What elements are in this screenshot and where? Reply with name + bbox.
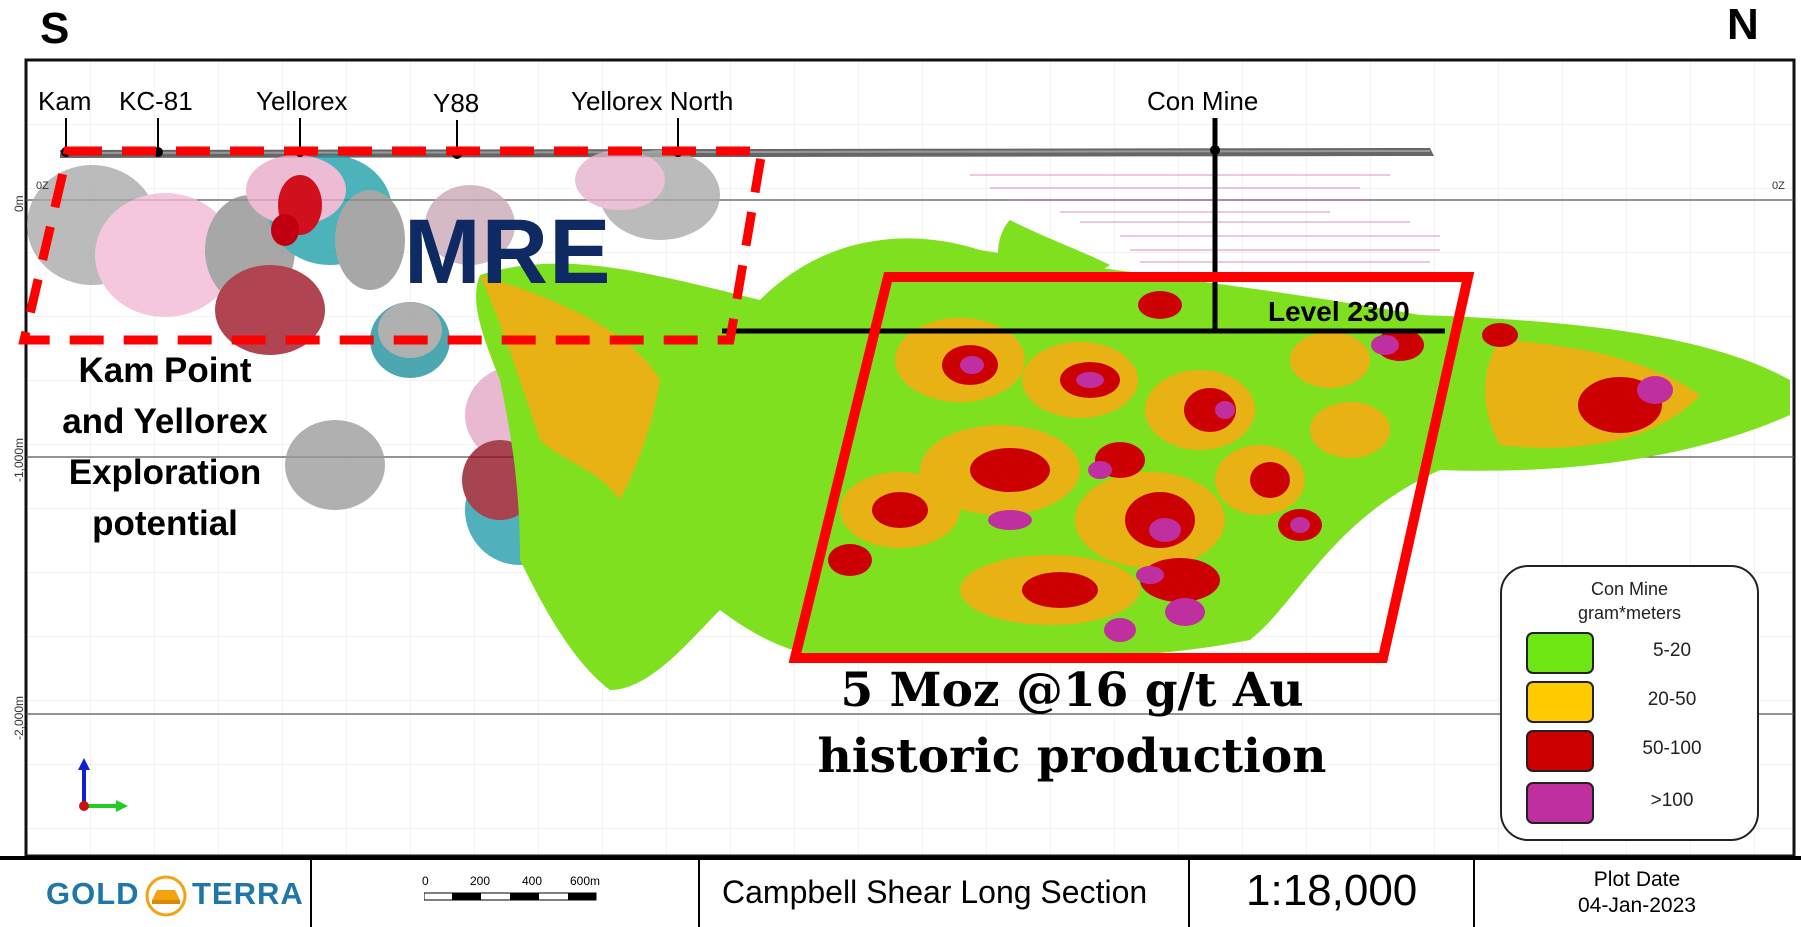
scale-bar: 0 200 400 600m	[418, 874, 618, 914]
logo-text-gold: GOLD	[46, 876, 140, 911]
legend-swatch-5-20	[1526, 632, 1594, 674]
scale-bar-tick-400: 400	[522, 874, 543, 888]
exploration-line-3: Exploration	[68, 453, 262, 492]
compass-north: N	[1727, 0, 1759, 49]
mine-label-yellorex: Yellorex	[256, 86, 348, 116]
legend-swatch-20-50	[1526, 681, 1594, 723]
map-scale: 1:18,000	[1246, 866, 1418, 915]
compass-south: S	[40, 4, 70, 53]
mine-label-y88: Y88	[433, 88, 480, 118]
legend-label-5-20: 5-20	[1652, 640, 1692, 661]
grade-zones	[828, 291, 1424, 642]
scale-bar-tick-200: 200	[470, 874, 491, 888]
level-2300-label: Level 2300	[1268, 296, 1410, 327]
exploration-potential-label: Kam Point and Yellorex Exploration poten…	[30, 345, 300, 549]
scale-bar-tick-0: 0	[422, 874, 429, 888]
elevation-tick-0m: 0m	[12, 195, 26, 212]
section-title: Campbell Shear Long Section	[722, 874, 1148, 910]
oz-marker-right: 0Z	[1772, 180, 1785, 192]
legend-swatch-over-100	[1526, 782, 1594, 824]
mine-label-yellorex-north: Yellorex North	[571, 86, 734, 116]
exploration-line-1: Kam Point	[78, 351, 252, 390]
con-production-outline	[788, 272, 1475, 663]
mre-outline	[18, 146, 768, 345]
legend-title-line-1: Con Mine	[1590, 579, 1669, 599]
logo-text-terra: TERRA	[192, 876, 304, 911]
legend-title-line-2: gram*meters	[1577, 603, 1682, 623]
plot-date-label: Plot Date	[1593, 868, 1681, 891]
exploration-line-4: potential	[92, 504, 238, 543]
legend-label-50-100: 50-100	[1642, 738, 1702, 759]
exploration-line-2: and Yellorex	[62, 402, 268, 441]
mine-label-kc81: KC-81	[119, 86, 193, 116]
historic-production-label: 5 Moz @16 g/t Au historic production	[752, 658, 1392, 790]
scale-bar-graphic	[424, 892, 597, 901]
grade-legend: Con Mine gram*meters 5-20 20-50 50-100 >…	[1500, 565, 1759, 841]
legend-label-over-100: >100	[1650, 790, 1694, 811]
orientation-triad	[78, 758, 128, 812]
legend-title: Con Mine gram*meters	[1502, 577, 1757, 625]
plot-date-block: Plot Date 04-Jan-2023	[1527, 867, 1747, 919]
production-line-2: historic production	[817, 729, 1327, 784]
mine-label-con-mine: Con Mine	[1147, 86, 1259, 116]
legend-label-20-50: 20-50	[1647, 689, 1697, 710]
elevation-tick-1000m: -1,000m	[12, 437, 26, 482]
oz-marker-left: 0Z	[36, 180, 49, 192]
mre-label: MRE	[404, 201, 612, 303]
title-block: GOLD TERRA 0 200 400 600m Campbell Shear…	[0, 856, 1801, 927]
scale-bar-tick-600m: 600m	[570, 874, 601, 888]
production-line-1: 5 Moz @16 g/t Au	[840, 663, 1304, 718]
elevation-tick-2000m: -2,000m	[12, 695, 26, 740]
plot-date-value: 04-Jan-2023	[1578, 894, 1696, 917]
mine-label-kam: Kam	[38, 86, 92, 116]
gold-bar-icon	[145, 875, 187, 917]
yellorex-red-shoot	[271, 175, 322, 246]
legend-swatch-50-100	[1526, 730, 1594, 772]
